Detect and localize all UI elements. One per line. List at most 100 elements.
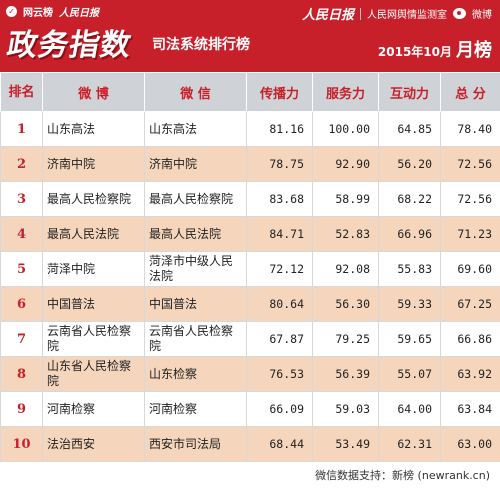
source-logo-text-2: 人民日报 bbox=[59, 4, 99, 19]
spread-cell: 67.87 bbox=[247, 322, 313, 357]
header-service: 服务力 bbox=[313, 73, 379, 112]
header-rank: 排名 bbox=[1, 73, 43, 112]
interact-cell: 68.22 bbox=[379, 182, 441, 217]
service-cell: 92.08 bbox=[313, 252, 379, 287]
weibo-cell: 山东高法 bbox=[43, 112, 145, 147]
interact-cell: 64.85 bbox=[379, 112, 441, 147]
total-cell: 63.00 bbox=[441, 427, 500, 462]
interact-cell: 59.65 bbox=[379, 322, 441, 357]
service-cell: 100.00 bbox=[313, 112, 379, 147]
divider bbox=[360, 8, 361, 20]
rank-cell: 7 bbox=[1, 322, 43, 357]
weibo-cell: 最高人民法院 bbox=[43, 217, 145, 252]
table-row: 9 河南检察 河南检察 66.09 59.03 64.00 63.84 bbox=[1, 392, 500, 427]
weibo-logo-text: 微博 bbox=[472, 6, 492, 21]
table-row: 4 最高人民法院 最高人民法院 84.71 52.83 66.96 71.23 bbox=[1, 217, 500, 252]
weixin-cell: 山东高法 bbox=[145, 112, 247, 147]
interact-cell: 55.83 bbox=[379, 252, 441, 287]
page-subtitle: 司法系统排行榜 bbox=[152, 34, 250, 54]
spread-cell: 72.12 bbox=[247, 252, 313, 287]
source-logo-text: 网云榜 bbox=[23, 4, 53, 19]
monitor-logo: 人民网舆情监测室 bbox=[367, 6, 447, 21]
weixin-cell: 西安市司法局 bbox=[145, 427, 247, 462]
service-cell: 53.49 bbox=[313, 427, 379, 462]
total-cell: 69.60 bbox=[441, 252, 500, 287]
table-row: 5 菏泽中院 菏泽市中级人民法院 72.12 92.08 55.83 69.60 bbox=[1, 252, 500, 287]
rank-cell: 2 bbox=[1, 147, 43, 182]
table-body: 1 山东高法 山东高法 81.16 100.00 64.85 78.40 2 济… bbox=[1, 112, 500, 462]
table-row: 8 山东省人民检察院 山东检察 76.53 56.39 55.07 63.92 bbox=[1, 357, 500, 392]
table-row: 6 中国普法 中国普法 80.64 56.30 59.33 67.25 bbox=[1, 287, 500, 322]
interact-cell: 62.31 bbox=[379, 427, 441, 462]
service-cell: 52.83 bbox=[313, 217, 379, 252]
header-weixin: 微 信 bbox=[145, 73, 247, 112]
total-cell: 63.92 bbox=[441, 357, 500, 392]
rmrb-logo: 人民日报 bbox=[302, 4, 354, 23]
weibo-cell: 中国普法 bbox=[43, 287, 145, 322]
weibo-cell: 最高人民检察院 bbox=[43, 182, 145, 217]
weixin-cell: 云南省人民检察院 bbox=[145, 322, 247, 357]
spread-cell: 83.68 bbox=[247, 182, 313, 217]
total-cell: 72.56 bbox=[441, 182, 500, 217]
spread-cell: 84.71 bbox=[247, 217, 313, 252]
service-cell: 56.39 bbox=[313, 357, 379, 392]
table-row: 3 最高人民检察院 最高人民检察院 83.68 58.99 68.22 72.5… bbox=[1, 182, 500, 217]
partner-logos: 人民日报 人民网舆情监测室 微博 bbox=[302, 4, 492, 23]
rank-cell: 10 bbox=[1, 427, 43, 462]
weibo-cell: 云南省人民检察院 bbox=[43, 322, 145, 357]
table-header: 排名 微 博 微 信 传播力 服务力 互动力 总 分 bbox=[1, 73, 500, 112]
service-cell: 58.99 bbox=[313, 182, 379, 217]
table-row: 2 济南中院 济南中院 78.75 92.90 56.20 72.56 bbox=[1, 147, 500, 182]
weibo-cell: 河南检察 bbox=[43, 392, 145, 427]
interact-cell: 64.00 bbox=[379, 392, 441, 427]
total-cell: 67.25 bbox=[441, 287, 500, 322]
rank-cell: 5 bbox=[1, 252, 43, 287]
total-cell: 71.23 bbox=[441, 217, 500, 252]
header-spread: 传播力 bbox=[247, 73, 313, 112]
service-cell: 56.30 bbox=[313, 287, 379, 322]
spread-cell: 66.09 bbox=[247, 392, 313, 427]
rank-cell: 8 bbox=[1, 357, 43, 392]
total-cell: 63.84 bbox=[441, 392, 500, 427]
weibo-cell: 法治西安 bbox=[43, 427, 145, 462]
rank-cell: 4 bbox=[1, 217, 43, 252]
weibo-icon bbox=[453, 8, 466, 19]
weixin-cell: 山东检察 bbox=[145, 357, 247, 392]
spread-cell: 78.75 bbox=[247, 147, 313, 182]
spread-cell: 68.44 bbox=[247, 427, 313, 462]
ranking-table: 排名 微 博 微 信 传播力 服务力 互动力 总 分 1 山东高法 山东高法 8… bbox=[0, 72, 500, 462]
cloud-logo-icon: ✓ bbox=[6, 6, 17, 17]
period-kind: 月榜 bbox=[456, 36, 492, 62]
rank-cell: 9 bbox=[1, 392, 43, 427]
period-date: 2015年10月 bbox=[378, 43, 452, 60]
weixin-cell: 最高人民法院 bbox=[145, 217, 247, 252]
rank-cell: 3 bbox=[1, 182, 43, 217]
weixin-cell: 菏泽市中级人民法院 bbox=[145, 252, 247, 287]
ranking-period: 2015年10月 月榜 bbox=[378, 36, 492, 62]
weixin-cell: 中国普法 bbox=[145, 287, 247, 322]
brand-title: 政务指数 bbox=[4, 20, 136, 64]
banner: ✓ 网云榜 人民日报 政务指数 司法系统排行榜 人民日报 人民网舆情监测室 微博… bbox=[0, 0, 500, 72]
spread-cell: 80.64 bbox=[247, 287, 313, 322]
weixin-cell: 河南检察 bbox=[145, 392, 247, 427]
total-cell: 66.86 bbox=[441, 322, 500, 357]
service-cell: 79.25 bbox=[313, 322, 379, 357]
weixin-cell: 济南中院 bbox=[145, 147, 247, 182]
service-cell: 59.03 bbox=[313, 392, 379, 427]
weibo-cell: 山东省人民检察院 bbox=[43, 357, 145, 392]
total-cell: 78.40 bbox=[441, 112, 500, 147]
interact-cell: 66.96 bbox=[379, 217, 441, 252]
source-logos: ✓ 网云榜 人民日报 bbox=[6, 4, 99, 19]
spread-cell: 76.53 bbox=[247, 357, 313, 392]
interact-cell: 56.20 bbox=[379, 147, 441, 182]
interact-cell: 55.07 bbox=[379, 357, 441, 392]
interact-cell: 59.33 bbox=[379, 287, 441, 322]
weixin-cell: 最高人民检察院 bbox=[145, 182, 247, 217]
header-interact: 互动力 bbox=[379, 73, 441, 112]
rank-cell: 1 bbox=[1, 112, 43, 147]
weibo-cell: 菏泽中院 bbox=[43, 252, 145, 287]
table-row: 7 云南省人民检察院 云南省人民检察院 67.87 79.25 59.65 66… bbox=[1, 322, 500, 357]
weibo-cell: 济南中院 bbox=[43, 147, 145, 182]
service-cell: 92.90 bbox=[313, 147, 379, 182]
header-weibo: 微 博 bbox=[43, 73, 145, 112]
